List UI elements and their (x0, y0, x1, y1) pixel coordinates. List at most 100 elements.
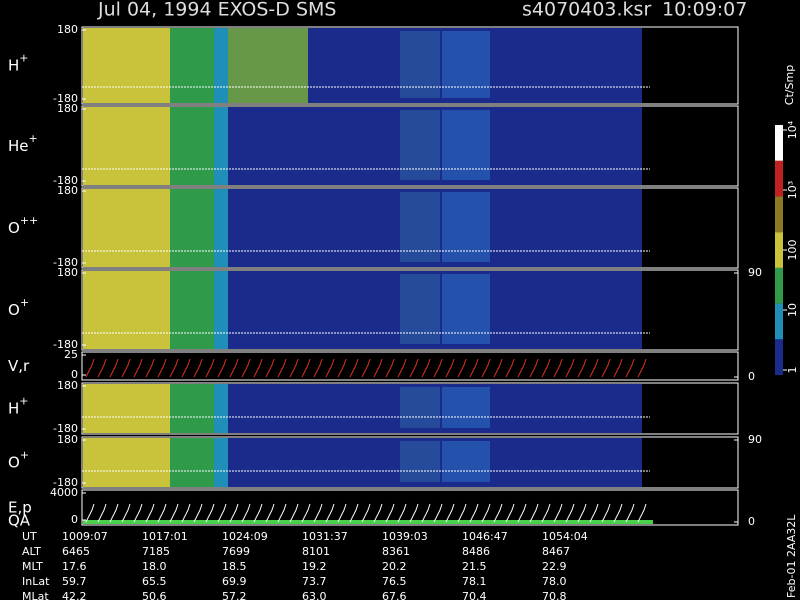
y-tick-label: -180 (53, 476, 78, 489)
title: Jul 04, 1994 EXOS-D SMS (97, 0, 336, 21)
cell: 63.0 (302, 590, 327, 600)
y-tick-label: 180 (57, 379, 78, 392)
y2-tick-label: 0 (748, 370, 755, 383)
y-tick-label: 4000 (50, 486, 78, 499)
cell: 22.9 (542, 560, 567, 573)
spectrogram-cool (214, 189, 228, 267)
colorbar-band (775, 160, 783, 197)
y-tick-label: 180 (57, 102, 78, 115)
colorbar-tick-label: 1 (786, 367, 799, 374)
spectrogram-hot (83, 271, 171, 349)
y2-tick-label: 90 (748, 433, 762, 446)
label-charge: + (20, 296, 29, 309)
cell: 59.7 (62, 575, 87, 588)
colorbar-band (775, 339, 783, 375)
y2-tick-label: 90 (748, 266, 762, 279)
colorbar-band (775, 232, 783, 268)
colorbar-band (775, 196, 783, 233)
panel-label: H+ (8, 52, 29, 75)
spectrogram-warm (170, 189, 214, 267)
spectrogram-cool (214, 107, 228, 185)
cell: 1046:47 (462, 530, 508, 543)
colorbar-tick-label: 10⁴ (786, 120, 799, 139)
row-label: MLat (22, 590, 49, 600)
cell: 67.6 (382, 590, 407, 600)
cell: 8467 (542, 545, 570, 558)
cell: 8361 (382, 545, 410, 558)
label-text: He (8, 137, 29, 155)
spectrogram-patch (400, 274, 440, 344)
colorbar-tick-label: 100 (786, 240, 799, 261)
cell: 6465 (62, 545, 90, 558)
y2-tick-label: 0 (748, 515, 755, 528)
sweep-steps (85, 358, 647, 378)
panel-label: V,r (8, 357, 30, 375)
cell: 73.7 (302, 575, 327, 588)
cell: 70.8 (542, 590, 567, 600)
cell: 50.6 (142, 590, 167, 600)
cell: 18.0 (142, 560, 167, 573)
cell: 8101 (302, 545, 330, 558)
y-tick-label: -180 (53, 422, 78, 435)
y-tick-label: 180 (57, 184, 78, 197)
spectrogram-patch (442, 274, 490, 344)
label-text: O (8, 219, 20, 237)
spectrogram-hot (83, 438, 171, 487)
spectrogram-hot (83, 189, 171, 267)
y-tick-label: -180 (53, 256, 78, 269)
spectrogram-hot (83, 107, 171, 185)
quality-bar (83, 375, 653, 379)
cell: 1039:03 (382, 530, 428, 543)
colorbar-label: Ct/Smp (783, 65, 796, 105)
label-charge: ++ (20, 214, 38, 227)
y-tick-label: -180 (53, 338, 78, 351)
panel-label: O++ (8, 214, 38, 237)
spectrogram-cool (214, 28, 228, 103)
spectrogram-patch (442, 31, 490, 98)
label-charge: + (20, 449, 29, 462)
y-tick-label: 25 (64, 348, 78, 361)
label-charge: + (19, 395, 28, 408)
spectrogram-cool (214, 438, 228, 487)
cell: 57.2 (222, 590, 247, 600)
cell: 19.2 (302, 560, 327, 573)
cell: 78.0 (542, 575, 567, 588)
spectrogram-patch (400, 441, 440, 482)
y-tick-label: 0 (71, 368, 78, 381)
spectrogram-patch (400, 31, 440, 98)
spectrogram-warm (228, 28, 308, 103)
colorbar-tick-label: 10 (786, 303, 799, 317)
label-text: H (8, 56, 19, 74)
cell: 18.5 (222, 560, 247, 573)
spectrogram-patch (400, 387, 440, 428)
cell: 1054:04 (542, 530, 588, 543)
spectrogram-cool (214, 384, 228, 433)
colorbar-band (775, 303, 783, 340)
spectrogram-hot (83, 384, 171, 433)
cell: 7699 (222, 545, 250, 558)
colorbar-tick-label: 10³ (786, 181, 799, 199)
spectrogram-patch (442, 387, 490, 428)
cell: 1009:07 (62, 530, 108, 543)
cell: 1031:37 (302, 530, 348, 543)
cell: 76.5 (382, 575, 407, 588)
label-text: V,r (8, 357, 30, 375)
panel-label-2: QA (8, 512, 31, 530)
spectrogram-warm (170, 271, 214, 349)
label-text: O (8, 301, 20, 319)
y-tick-label: 180 (57, 23, 78, 36)
spectrogram-warm (170, 28, 214, 103)
cell: 8486 (462, 545, 490, 558)
panel-frame (81, 489, 739, 526)
cell: 21.5 (462, 560, 487, 573)
colorbar-band (775, 267, 783, 304)
cell: 65.5 (142, 575, 167, 588)
row-label: InLat (22, 575, 50, 588)
spectrogram-warm (170, 438, 214, 487)
quality-bar (83, 520, 653, 524)
y-tick-label: -180 (53, 174, 78, 187)
row-label: MLT (22, 560, 43, 573)
spectrogram-patch (400, 110, 440, 180)
cell: 7185 (142, 545, 170, 558)
footer-id: Feb-01 2AA32L (785, 514, 798, 598)
